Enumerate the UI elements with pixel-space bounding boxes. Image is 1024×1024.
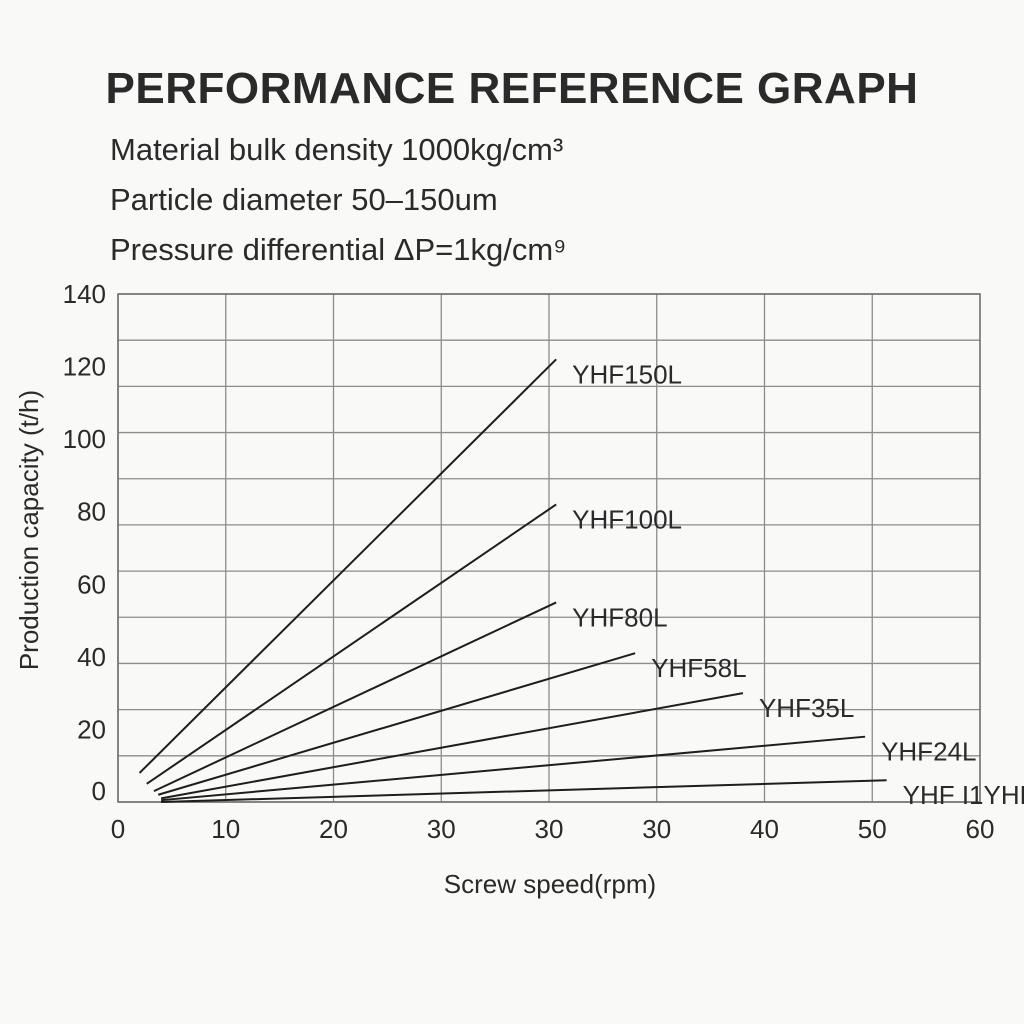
plot-frame <box>117 293 981 803</box>
y-tick-label: 80 <box>77 497 106 527</box>
pressure-differential-subtitle: Pressure differential ΔP=1kg/cm⁹ <box>110 232 567 267</box>
x-tick-label: 40 <box>750 814 779 844</box>
x-tick-label: 60 <box>966 814 995 844</box>
x-tick-label: 30 <box>642 814 671 844</box>
series-label: YHF100L <box>572 504 682 534</box>
series-label: YHF80L <box>572 602 667 632</box>
series-label: YHF35L <box>759 693 854 723</box>
series-label: YHF150L <box>572 359 682 389</box>
series-label: YHF24L <box>881 737 976 767</box>
y-tick-label: 120 <box>63 352 106 382</box>
y-tick-label: 20 <box>77 714 106 744</box>
y-axis-label: Production capacity (t/h) <box>14 390 44 670</box>
x-tick-label: 50 <box>858 814 887 844</box>
particle-diameter-subtitle: Particle diameter 50–150um <box>110 182 498 217</box>
series-line-yhf80l <box>153 601 557 793</box>
y-tick-label: 140 <box>63 279 106 309</box>
x-tick-label: 30 <box>535 814 564 844</box>
series-label: YHF58L <box>651 653 746 683</box>
bulk-density-subtitle: Material bulk density 1000kg/cm³ <box>110 132 564 167</box>
series-line-yhf150l <box>138 358 557 774</box>
series-line-yhf-i1yhf <box>161 779 887 803</box>
x-axis-label: Screw speed(rpm) <box>444 869 656 899</box>
chart-title: PERFORMANCE REFERENCE GRAPH <box>105 64 919 113</box>
series-line-yhf100l <box>146 503 557 785</box>
series-label: YHF I1YHF <box>903 780 1024 810</box>
y-tick-label: 100 <box>63 424 106 454</box>
series-line-yhf24l <box>161 735 866 802</box>
y-tick-label: 40 <box>77 642 106 672</box>
series-line-yhf58l <box>157 652 636 796</box>
x-tick-label: 10 <box>211 814 240 844</box>
x-tick-label: 30 <box>427 814 456 844</box>
series-line-yhf35l <box>160 692 744 800</box>
y-tick-label: 60 <box>77 569 106 599</box>
y-tick-label: 0 <box>92 776 106 806</box>
x-tick-label: 20 <box>319 814 348 844</box>
x-tick-label: 0 <box>111 814 125 844</box>
